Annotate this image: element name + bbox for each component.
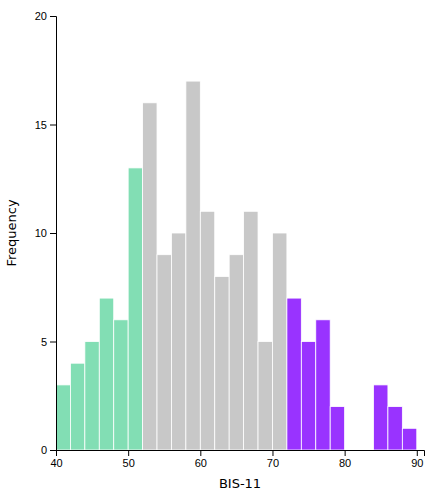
tick-label: 80 bbox=[339, 457, 351, 469]
tick: 70 bbox=[267, 450, 279, 469]
tick-label: 20 bbox=[35, 10, 47, 22]
tick: 15 bbox=[35, 119, 56, 131]
chart: 40 50 60 70 80 90 0 5 10 15 20 BIS-11 Frequency bbox=[0, 0, 442, 500]
x-axis-title: BIS-11 bbox=[219, 476, 261, 491]
bar bbox=[388, 407, 402, 450]
bar bbox=[258, 342, 272, 451]
bar bbox=[287, 298, 301, 450]
bar bbox=[301, 342, 315, 451]
tick: 0 bbox=[41, 444, 56, 456]
tick-label: 50 bbox=[123, 457, 135, 469]
bar bbox=[171, 233, 185, 450]
x-axis: 40 50 60 70 80 90 bbox=[50, 450, 424, 469]
bar bbox=[244, 211, 258, 450]
tick-label: 40 bbox=[50, 457, 62, 469]
y-axis: 0 5 10 15 20 bbox=[35, 10, 57, 456]
bar bbox=[143, 103, 157, 450]
bar bbox=[85, 342, 99, 451]
tick: 60 bbox=[195, 450, 207, 469]
tick: 20 bbox=[35, 10, 56, 22]
bar bbox=[272, 233, 286, 450]
tick: 10 bbox=[35, 227, 56, 239]
bar bbox=[114, 320, 128, 450]
tick: 40 bbox=[50, 450, 62, 469]
tick-label: 15 bbox=[35, 119, 47, 131]
bar bbox=[215, 276, 229, 450]
axis-line bbox=[50, 17, 57, 451]
tick: 80 bbox=[339, 450, 351, 469]
bars bbox=[56, 81, 417, 450]
bar bbox=[200, 211, 214, 450]
bar bbox=[99, 298, 113, 450]
tick-mark bbox=[128, 450, 129, 456]
tick-mark bbox=[417, 450, 418, 456]
tick: 5 bbox=[41, 336, 56, 348]
tick-label: 90 bbox=[411, 457, 423, 469]
bar bbox=[186, 81, 200, 450]
tick-label: 5 bbox=[41, 336, 47, 348]
tick-label: 60 bbox=[195, 457, 207, 469]
tick-mark bbox=[50, 125, 56, 126]
tick-mark bbox=[200, 450, 201, 456]
bar bbox=[229, 255, 243, 450]
tick: 90 bbox=[411, 450, 423, 469]
plot: 40 50 60 70 80 90 0 5 10 15 20 bbox=[35, 10, 425, 469]
tick-mark bbox=[345, 450, 346, 456]
tick-mark bbox=[50, 233, 56, 234]
bar bbox=[330, 407, 344, 450]
bar bbox=[56, 385, 70, 450]
bar bbox=[316, 320, 330, 450]
y-axis-title: Frequency bbox=[4, 199, 19, 266]
tick-label: 0 bbox=[41, 444, 47, 456]
bar bbox=[128, 168, 142, 450]
tick-mark bbox=[50, 450, 56, 451]
tick-mark bbox=[50, 16, 56, 17]
tick-mark bbox=[50, 342, 56, 343]
tick-label: 10 bbox=[35, 227, 47, 239]
bar bbox=[373, 385, 387, 450]
bar bbox=[402, 428, 416, 450]
axis-line bbox=[57, 451, 425, 457]
bar bbox=[157, 255, 171, 450]
tick: 50 bbox=[123, 450, 135, 469]
bar bbox=[70, 363, 84, 450]
tick-mark bbox=[272, 450, 273, 456]
tick-label: 70 bbox=[267, 457, 279, 469]
